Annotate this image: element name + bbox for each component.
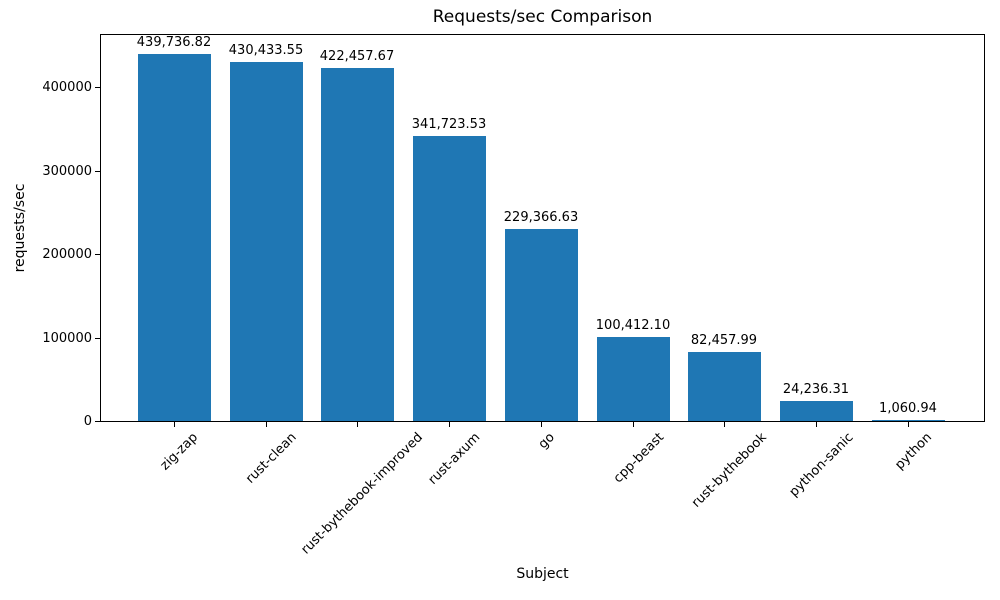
bar-value-label: 341,723.53 bbox=[411, 117, 487, 132]
x-tick-label: rust-axum bbox=[425, 430, 484, 488]
x-tick-label: zig-zap bbox=[157, 430, 202, 474]
x-tick-label: rust-bythebook-improved bbox=[298, 430, 426, 558]
bar-value-label: 439,736.82 bbox=[136, 35, 212, 50]
bar-rust-clean bbox=[230, 62, 303, 421]
bar-value-label: 229,366.63 bbox=[503, 210, 579, 225]
x-tick-label: python bbox=[892, 430, 936, 473]
bar-rust-axum bbox=[413, 136, 486, 421]
y-tick-mark bbox=[95, 254, 100, 255]
y-tick-label: 300000 bbox=[42, 164, 92, 179]
bar-value-label: 430,433.55 bbox=[228, 43, 304, 58]
x-tick-label: rust-clean bbox=[243, 430, 300, 487]
x-tick-mark bbox=[633, 422, 634, 427]
y-tick-mark bbox=[95, 338, 100, 339]
y-tick-label: 200000 bbox=[42, 247, 92, 262]
bar-rust-bythebook-improved bbox=[321, 68, 394, 421]
bar-value-label: 1,060.94 bbox=[879, 401, 937, 416]
x-tick-mark bbox=[266, 422, 267, 427]
y-tick-mark bbox=[95, 421, 100, 422]
x-tick-label: python-sanic bbox=[786, 430, 857, 500]
bar-value-label: 24,236.31 bbox=[782, 382, 850, 397]
y-tick-label: 400000 bbox=[42, 80, 92, 95]
x-axis-label: Subject bbox=[516, 566, 569, 582]
y-tick-label: 0 bbox=[83, 414, 92, 429]
bar-cpp-beast bbox=[597, 337, 670, 421]
x-tick-label: rust-bythebook bbox=[689, 430, 770, 511]
x-tick-label: cpp-beast bbox=[610, 430, 668, 487]
x-tick-mark bbox=[908, 422, 909, 427]
y-tick-mark bbox=[95, 87, 100, 88]
x-tick-label: go bbox=[535, 430, 558, 453]
chart-title: Requests/sec Comparison bbox=[432, 7, 653, 27]
bar-python bbox=[872, 420, 945, 421]
y-tick-label: 100000 bbox=[42, 331, 92, 346]
x-tick-mark bbox=[541, 422, 542, 427]
bar-value-label: 422,457.67 bbox=[319, 49, 395, 64]
x-tick-mark bbox=[357, 422, 358, 427]
bar-python-sanic bbox=[780, 401, 853, 421]
x-tick-mark bbox=[449, 422, 450, 427]
bar-go bbox=[505, 229, 578, 421]
x-tick-mark bbox=[724, 422, 725, 427]
bar-value-label: 100,412.10 bbox=[595, 318, 671, 333]
x-tick-mark bbox=[174, 422, 175, 427]
bar-rust-bythebook bbox=[688, 352, 761, 421]
bar-zig-zap bbox=[138, 54, 211, 421]
y-tick-mark bbox=[95, 171, 100, 172]
bar-value-label: 82,457.99 bbox=[690, 333, 758, 348]
x-tick-mark bbox=[816, 422, 817, 427]
